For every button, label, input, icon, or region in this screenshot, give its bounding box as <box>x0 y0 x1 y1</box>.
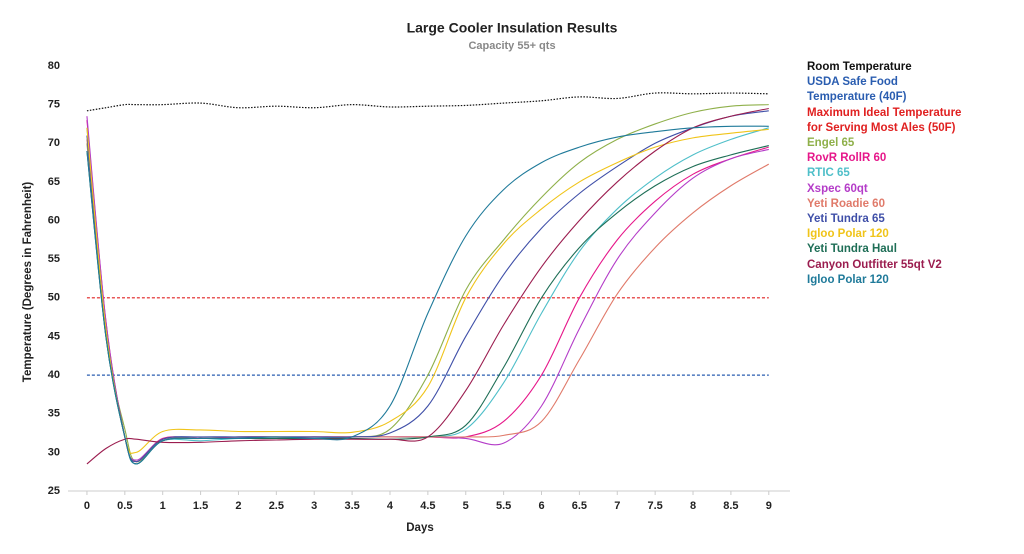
y-tick-label: 80 <box>48 60 60 72</box>
x-tick-label: 1 <box>160 500 166 512</box>
series-line <box>86 92 769 112</box>
x-tick-label: 4.5 <box>420 500 435 512</box>
x-tick-label: 7.5 <box>647 500 662 512</box>
legend-entry: Yeti Roadie 60 <box>807 197 885 210</box>
y-tick-label: 35 <box>48 408 60 420</box>
x-tick-label: 9 <box>766 500 772 512</box>
y-axis-label: Temperature (Degrees in Fahrenheit) <box>22 182 34 383</box>
series-line <box>86 120 769 463</box>
legend-entry: Igloo Polar 120 <box>807 273 889 286</box>
y-tick-label: 50 <box>48 292 60 304</box>
y-tick-label: 70 <box>48 137 60 149</box>
series-line <box>86 127 769 454</box>
x-tick-label: 0 <box>84 500 90 512</box>
series-line <box>86 127 769 465</box>
chart-title: Large Cooler Insulation Results <box>407 20 618 36</box>
legend-entry: Room Temperature <box>807 61 912 73</box>
x-tick-label: 0.5 <box>117 500 132 512</box>
legend-entry: Igloo Polar 120 <box>807 228 889 241</box>
y-tick-label: 65 <box>48 176 60 188</box>
y-tick-label: 40 <box>48 369 60 381</box>
x-tick-label: 5.5 <box>496 500 511 512</box>
x-tick-label: 8 <box>690 500 696 512</box>
x-tick-label: 5 <box>463 500 469 512</box>
x-tick-label: 2.5 <box>269 500 284 512</box>
series-line <box>86 125 769 465</box>
legend-entry: USDA Safe Food Temperature (40F) <box>807 76 907 104</box>
series-line <box>86 110 769 463</box>
legend-entry: Maximum Ideal Temperature for Serving Mo… <box>807 106 962 134</box>
legend-entry: RovR RollR 60 <box>807 152 887 165</box>
series-line <box>86 116 769 461</box>
y-tick-label: 30 <box>48 446 60 458</box>
legend-entry: Yeti Tundra Haul <box>807 243 897 256</box>
x-tick-label: 6 <box>538 500 544 512</box>
legend-entry: Yeti Tundra 65 <box>807 213 885 226</box>
series-line <box>86 139 770 463</box>
x-tick-label: 3 <box>311 500 317 512</box>
y-tick-label: 45 <box>48 330 60 342</box>
legend-entry: Engel 65 <box>807 137 855 150</box>
x-tick-label: 7 <box>614 500 620 512</box>
y-tick-label: 55 <box>48 253 60 265</box>
legend-entry: Canyon Outfitter 55qt V2 <box>807 258 942 271</box>
legend-entry: RTIC 65 <box>807 167 850 180</box>
series-line <box>86 107 769 465</box>
x-tick-label: 2 <box>235 500 241 512</box>
y-tick-label: 25 <box>48 485 60 497</box>
x-tick-label: 3.5 <box>344 500 359 512</box>
y-tick-label: 75 <box>48 99 60 111</box>
y-tick-label: 60 <box>48 214 60 226</box>
legend: Room Temperature USDA Safe Food Temperatu… <box>807 60 967 288</box>
legend-entry: Xspec 60qt <box>807 182 868 195</box>
chart-subtitle: Capacity 55+ qts <box>468 40 555 52</box>
x-tick-label: 8.5 <box>723 500 738 512</box>
x-tick-label: 6.5 <box>572 500 587 512</box>
series-line <box>86 145 769 465</box>
x-tick-label: 4 <box>387 500 394 512</box>
x-axis-label: Days <box>406 522 434 534</box>
series-line <box>86 104 769 463</box>
x-tick-label: 1.5 <box>193 500 208 512</box>
